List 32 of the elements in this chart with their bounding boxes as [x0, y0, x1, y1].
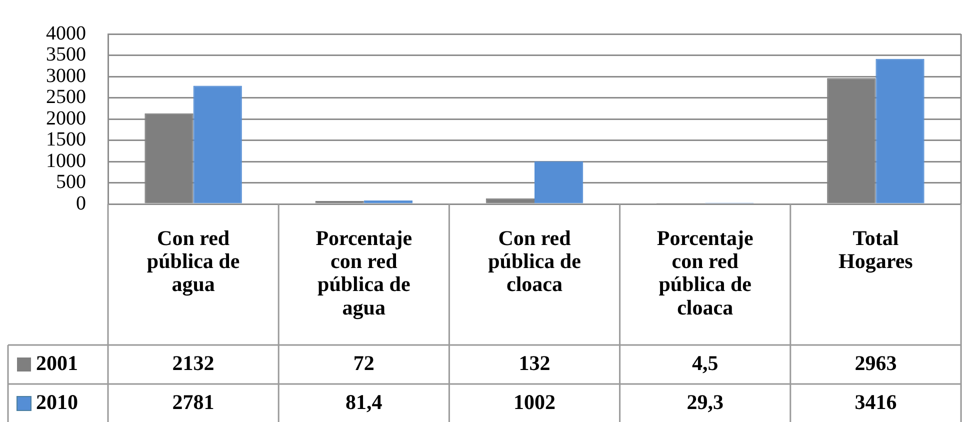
y-tick-label: 500: [56, 171, 86, 193]
data-label: 132: [518, 350, 550, 375]
bar: [193, 86, 242, 204]
legend-label: 2010: [36, 390, 78, 414]
y-tick-label: 3000: [46, 64, 86, 87]
data-label: 2963: [854, 350, 897, 375]
data-label: 1002: [514, 390, 556, 414]
x-tick-label: Porcentaje con red pública de cloaca: [656, 226, 754, 320]
x-tick-label: Total Hogares: [838, 226, 913, 274]
data-label: 81,4: [346, 390, 383, 414]
y-tick-label: 4000: [46, 22, 86, 44]
y-tick-label: 0: [76, 192, 86, 214]
data-label: 2781: [172, 390, 214, 414]
x-tick-label: Porcentaje con red pública de agua: [316, 226, 412, 320]
x-tick-label: Con red pública de agua: [146, 226, 240, 296]
data-label: 29,3: [686, 390, 724, 414]
y-tick-label: 2500: [46, 86, 86, 108]
y-tick-label: 2000: [46, 107, 86, 130]
legend-label: 2001: [36, 350, 78, 375]
data-label: 2132: [172, 350, 214, 375]
y-tick-label: 3500: [46, 44, 86, 66]
bar: [486, 198, 534, 204]
bar: [534, 161, 584, 204]
data-label: 3416: [854, 390, 897, 414]
bar: [876, 58, 924, 204]
y-tick-label: 1000: [46, 150, 86, 172]
data-label: 4,5: [692, 350, 718, 375]
bar: [144, 113, 194, 204]
data-label: 72: [353, 350, 374, 375]
y-tick-label: 1500: [46, 128, 86, 150]
x-tick-label: Con red pública de cloaca: [488, 226, 581, 296]
bar: [827, 78, 876, 204]
